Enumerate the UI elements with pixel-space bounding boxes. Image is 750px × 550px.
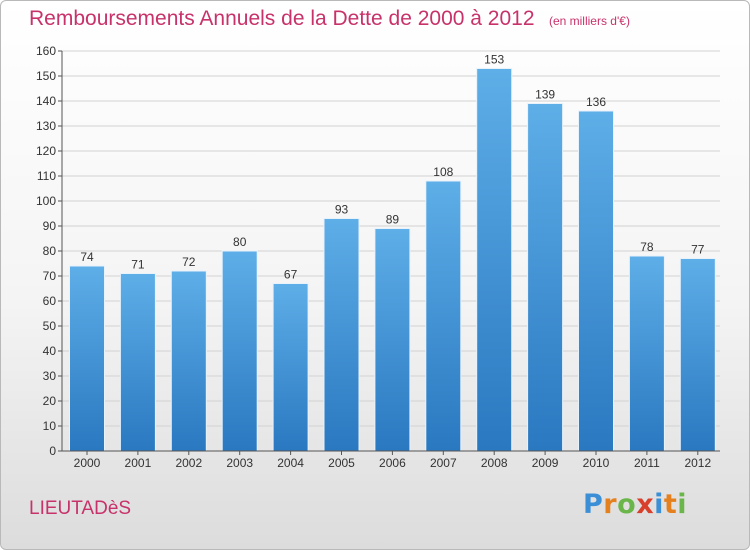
x-tick-label: 2008 bbox=[481, 456, 508, 470]
y-tick-label: 60 bbox=[43, 294, 57, 308]
x-tick-label: 2001 bbox=[125, 456, 152, 470]
data-label: 153 bbox=[484, 53, 504, 67]
data-label: 77 bbox=[691, 243, 705, 257]
y-tick-label: 100 bbox=[36, 194, 56, 208]
x-tick-label: 2009 bbox=[532, 456, 559, 470]
logo-letter: i bbox=[654, 489, 664, 520]
bar-2011 bbox=[628, 255, 665, 452]
x-tick-label: 2000 bbox=[74, 456, 101, 470]
y-tick-label: 70 bbox=[43, 269, 57, 283]
bars bbox=[69, 68, 716, 452]
y-tick-label: 120 bbox=[36, 144, 56, 158]
logo-letter: i bbox=[677, 489, 688, 520]
data-label: 93 bbox=[335, 203, 349, 217]
chart-units: (en milliers d'€) bbox=[548, 14, 630, 28]
data-label: 74 bbox=[80, 250, 94, 264]
chart-title: Remboursements Annuels de la Dette de 20… bbox=[29, 7, 535, 30]
y-axis: 0 10 20 30 40 50 60 70 80 90 100 110 120 130 140 150 160 bbox=[36, 44, 63, 458]
bar-2002 bbox=[170, 270, 207, 452]
bar-2000 bbox=[69, 265, 105, 452]
bar-2007 bbox=[425, 180, 462, 452]
data-labels: 74 71 72 80 67 93 89 108 153 139 136 78 77 bbox=[80, 53, 704, 282]
y-tick-label: 40 bbox=[43, 344, 57, 358]
data-label: 72 bbox=[182, 255, 196, 269]
y-tick-label: 10 bbox=[43, 419, 57, 433]
bar-2006 bbox=[374, 228, 411, 452]
data-label: 71 bbox=[131, 258, 145, 272]
x-tick-label: 2004 bbox=[277, 456, 304, 470]
proxiti-logo[interactable]: Proxiti bbox=[583, 489, 687, 520]
bar-2009 bbox=[527, 103, 564, 452]
bar-2004 bbox=[272, 283, 309, 452]
x-tick-label: 2006 bbox=[379, 456, 406, 470]
logo-letter: o bbox=[617, 489, 637, 520]
data-label: 108 bbox=[433, 165, 453, 179]
bar-2010 bbox=[578, 110, 614, 452]
data-label: 136 bbox=[586, 95, 606, 109]
logo-letter: r bbox=[603, 489, 618, 520]
logo-letter: x bbox=[636, 489, 655, 520]
data-label: 80 bbox=[233, 235, 247, 249]
data-label: 139 bbox=[535, 88, 555, 102]
x-tick-label: 2002 bbox=[175, 456, 202, 470]
y-tick-label: 30 bbox=[43, 369, 57, 383]
bar-2008 bbox=[476, 68, 513, 452]
y-tick-label: 110 bbox=[37, 169, 56, 183]
x-tick-label: 2003 bbox=[226, 456, 253, 470]
logo-letter: t bbox=[663, 489, 678, 520]
x-tick-label: 2007 bbox=[430, 456, 457, 470]
data-label: 89 bbox=[386, 213, 400, 227]
y-tick-label: 80 bbox=[43, 244, 57, 258]
y-tick-label: 130 bbox=[36, 119, 56, 133]
y-tick-label: 90 bbox=[43, 219, 57, 233]
y-tick-label: 0 bbox=[49, 444, 56, 458]
chart-title-block: Remboursements Annuels de la Dette de 20… bbox=[29, 7, 630, 31]
bar-2001 bbox=[119, 273, 156, 452]
y-tick-label: 140 bbox=[36, 94, 56, 108]
bar-2005 bbox=[323, 218, 360, 452]
y-tick-label: 150 bbox=[36, 69, 56, 83]
logo-letter: P bbox=[583, 489, 604, 520]
data-label: 78 bbox=[640, 240, 654, 254]
x-tick-label: 2011 bbox=[634, 456, 660, 470]
data-label: 67 bbox=[284, 268, 298, 282]
x-tick-label: 2005 bbox=[328, 456, 355, 470]
x-tick-label: 2010 bbox=[583, 456, 610, 470]
y-tick-label: 50 bbox=[43, 319, 57, 333]
commune-name: LIEUTADèS bbox=[29, 498, 132, 519]
bar-2012 bbox=[679, 258, 716, 452]
x-axis: 2000 2001 2002 2003 2004 2005 2006 2007 2008 2009… bbox=[62, 450, 720, 470]
bar-2003 bbox=[221, 250, 258, 452]
x-tick-label: 2012 bbox=[684, 456, 711, 470]
y-tick-label: 20 bbox=[43, 394, 57, 408]
y-tick-label: 160 bbox=[36, 44, 56, 58]
